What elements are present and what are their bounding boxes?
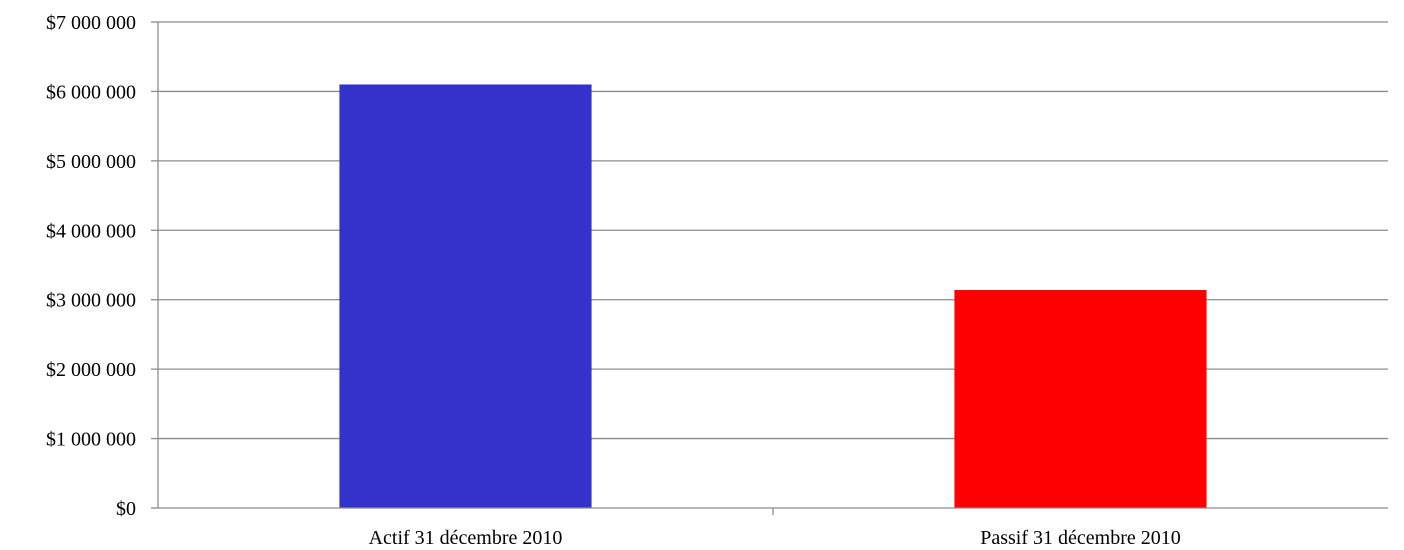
axes [151, 21, 1388, 515]
bars [339, 84, 1207, 508]
x-category-label: Passif 31 décembre 2010 [980, 527, 1181, 549]
y-tick-label: $6 000 000 [46, 81, 136, 103]
y-tick-label: $1 000 000 [46, 429, 136, 451]
bar [954, 289, 1207, 508]
y-tick-label: $7 000 000 [46, 12, 136, 34]
x-category-labels: Actif 31 décembre 2010 Passif 31 décembre… [369, 527, 1181, 549]
y-tick-label: $2 000 000 [46, 359, 136, 381]
y-tick-label: $5 000 000 [46, 151, 136, 173]
y-tick-label: $0 [116, 498, 136, 520]
x-category-label: Actif 31 décembre 2010 [369, 527, 563, 549]
y-tick-labels: $0 $1 000 000 $2 000 000 $3 000 000 $4 000 0… [46, 12, 136, 520]
y-tick-label: $4 000 000 [46, 220, 136, 242]
bar [339, 84, 592, 508]
y-tick-label: $3 000 000 [46, 290, 136, 312]
